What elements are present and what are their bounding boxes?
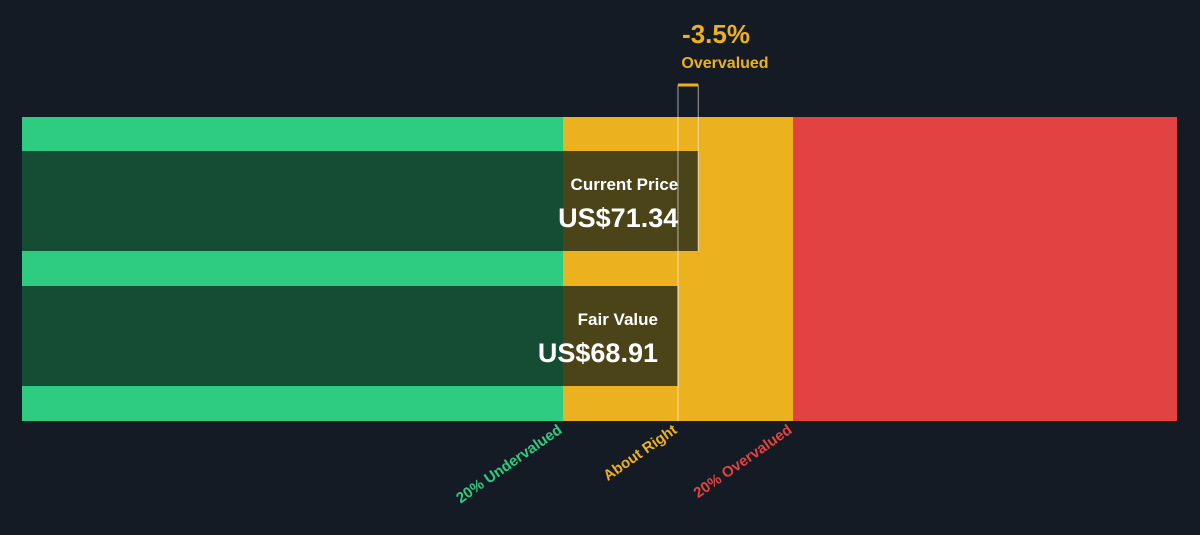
bar-value: US$71.34 bbox=[558, 203, 678, 233]
difference-value: -3.5% bbox=[682, 19, 750, 49]
bar-label: Current Price bbox=[571, 175, 679, 194]
zone bbox=[793, 117, 1177, 421]
value-bar bbox=[22, 286, 678, 386]
value-bar bbox=[22, 151, 699, 251]
difference-label: Overvalued bbox=[681, 55, 768, 72]
bar-value: US$68.91 bbox=[538, 338, 658, 368]
bar-label: Fair Value bbox=[578, 310, 658, 329]
